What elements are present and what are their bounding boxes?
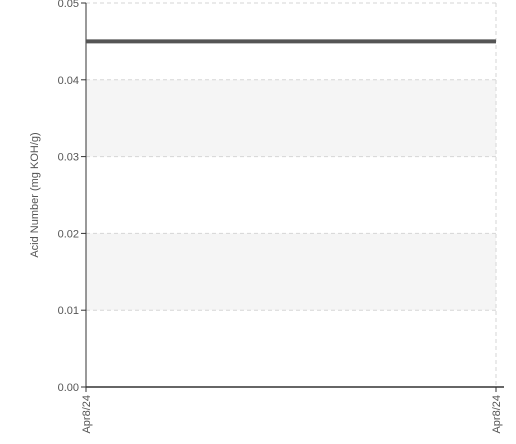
plot-band [86, 79, 496, 157]
x-tick-label: Apr8/24 [491, 395, 503, 434]
y-tick-label: 0.00 [58, 382, 79, 394]
y-tick-label: 0.03 [58, 152, 79, 164]
y-tick-label: 0.05 [58, 0, 79, 10]
grid-lines [85, 2, 497, 387]
y-tick-label: 0.02 [58, 228, 79, 240]
x-axis-ticks: Apr8/24 Apr8/24 [81, 387, 503, 434]
plot-band [86, 233, 496, 311]
y-axis-label: Acid Number (mg KOH/g) [29, 132, 41, 257]
y-tick-label: 0.01 [58, 305, 79, 317]
y-axis-ticks: 0.00 0.01 0.02 0.03 0.04 0.05 [58, 0, 86, 394]
x-tick-label: Apr8/24 [81, 395, 93, 434]
plot-bands [86, 79, 496, 311]
axes [85, 3, 504, 388]
y-tick-label: 0.04 [58, 75, 79, 87]
